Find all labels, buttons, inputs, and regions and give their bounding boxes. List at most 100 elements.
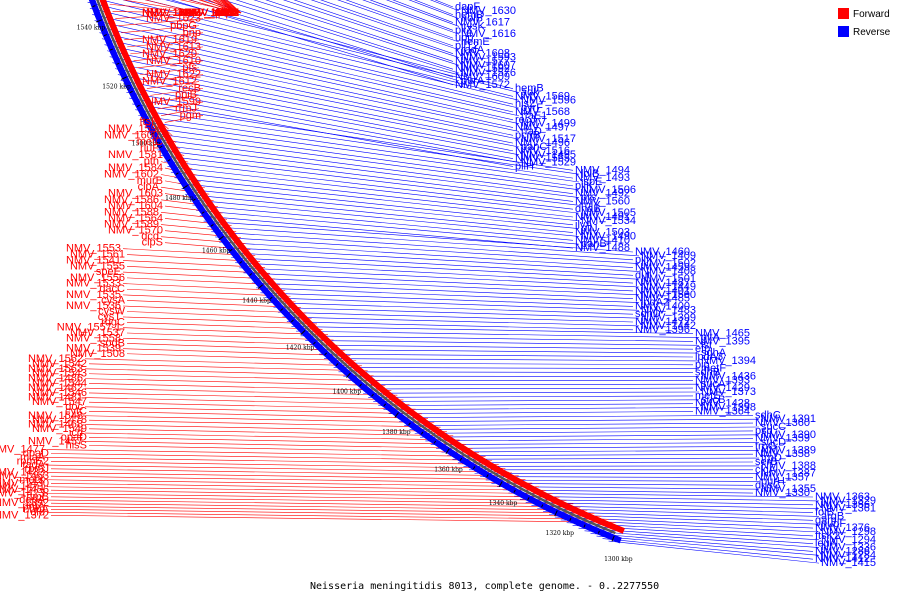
reverse-gene-label: rplY [581, 199, 601, 211]
forward-strand-features [99, 0, 625, 534]
forward-gene-label-line [122, 316, 318, 325]
forward-gene-label-line [146, 81, 200, 89]
reverse-gene-label-line [227, 252, 634, 276]
axis-tick [121, 76, 127, 80]
forward-gene-label-line [157, 101, 204, 110]
forward-gene-label: NMV_1635 [146, 7, 201, 19]
reverse-gene-label-line [446, 453, 754, 457]
forward-gene-label: NMV_1620 [142, 48, 197, 60]
forward-gene-label-line [126, 343, 345, 351]
reverse-gene-label-line [87, 1, 514, 105]
reverse-gene-label-line [123, 86, 514, 159]
forward-gene-label-line [84, 378, 386, 386]
forward-leader-lines [46, 0, 616, 523]
forward-gene-label-line [84, 432, 460, 441]
reverse-gene-label-line [92, 14, 514, 113]
axis-minor-tick [269, 296, 273, 300]
forward-gene-label: dapA [19, 494, 45, 506]
legend-forward-swatch [838, 8, 849, 19]
reverse-gene-label: NMV_1460 [635, 246, 690, 258]
forward-gene-label: NMV_1533 [66, 278, 121, 290]
forward-gene-label-line [46, 506, 595, 514]
axis-minor-tick [597, 530, 600, 534]
axis-tick-label: 1500 kbp [132, 140, 161, 147]
forward-gene-label-line [122, 305, 307, 314]
forward-gene-label: dcd [141, 231, 159, 243]
reverse-gene-label: NMV_1592 [455, 63, 510, 75]
forward-gene-label: rpmE2 [17, 455, 49, 467]
forward-gene-label: recB [178, 82, 201, 94]
forward-gene-label-line [126, 300, 301, 308]
reverse-gene-label-line [537, 508, 820, 517]
forward-gene-label: pbpG [170, 20, 197, 32]
forward-gene-label-line [126, 332, 334, 341]
reverse-gene-label: panB [581, 238, 607, 250]
forward-gene-label: NMV_1536 [66, 300, 121, 312]
reverse-gene-label: NMV_1491 [575, 211, 630, 223]
axis-tick [445, 448, 450, 455]
forward-gene-label-line [88, 383, 392, 391]
reverse-gene-label-line [235, 262, 634, 284]
reverse-gene-label-line [207, 226, 640, 257]
reverse-gene-label-line [362, 0, 460, 35]
reverse-gene-label: NMV_1472 [635, 316, 690, 328]
axis-minor-tick [513, 489, 516, 493]
forward-gene-label: rpmJ [25, 463, 49, 475]
legend-reverse-swatch [838, 26, 849, 37]
reverse-gene-label: NMV_1485 [635, 293, 690, 305]
reverse-gene-label-line [170, 171, 574, 218]
reverse-gene-label: recJ [515, 114, 536, 126]
reverse-gene-label-line [174, 177, 580, 222]
reverse-gene-label-line [320, 0, 454, 47]
forward-gene-label: NMV_1547 [32, 396, 87, 408]
reverse-gene-label: NMV_1398 [701, 402, 756, 414]
reverse-gene-label-line [117, 74, 514, 152]
axis-minor-tick [103, 34, 107, 37]
forward-gene-label-line [198, 0, 242, 14]
axis-minor-tick [569, 517, 572, 522]
forward-gene-label-line [109, 3, 200, 14]
forward-gene-label: NMV_1647 [180, 7, 235, 19]
forward-gene-label-line [188, 0, 238, 14]
forward-gene-label-line [118, 18, 204, 26]
axis-minor-tick [359, 383, 362, 387]
forward-gene-label: NMV_1563 [28, 363, 83, 375]
reverse-gene-label-line [514, 495, 820, 502]
reverse-gene-label: NMV_1465 [695, 328, 750, 340]
axis-tick [554, 510, 558, 517]
reverse-gene-label-line [295, 330, 700, 338]
reverse-gene-label: NMV_1286 [815, 545, 870, 557]
reverse-gene-label-line [177, 182, 574, 226]
forward-gene-label-line [50, 514, 616, 523]
reverse-gene-label: gam [815, 514, 836, 526]
reverse-gene-label: cysK [461, 20, 486, 32]
axis-tick [182, 184, 188, 190]
axis-minor-tick [541, 504, 544, 508]
reverse-gene-label: NMV_1568 [515, 106, 570, 118]
axis-minor-tick [280, 308, 284, 311]
forward-gene-label-line [84, 406, 422, 415]
forward-gene-label: clpA [138, 181, 160, 193]
reverse-gene-label: sdhB [695, 367, 720, 379]
forward-gene-label: NMV_1392 [0, 497, 49, 509]
forward-gene-label: nhhA [23, 503, 49, 515]
forward-gene-label: NMV_1654 [184, 7, 239, 19]
reverse-gene-label-line [358, 387, 694, 390]
reverse-gene-label-line [338, 371, 694, 373]
reverse-gene-label-line [452, 457, 760, 460]
axis-minor-tick [290, 319, 294, 323]
forward-gene-label: NMV_1588 [104, 206, 159, 218]
axis-minor-tick [239, 261, 243, 264]
reverse-gene-label: NMV_1607 [461, 59, 516, 71]
forward-gene-label-line [124, 32, 204, 41]
forward-gene-label-line [84, 397, 410, 405]
reverse-gene-label-line [345, 0, 454, 39]
reverse-gene-label-line [277, 311, 634, 323]
forward-gene-label-line [46, 449, 486, 457]
reverse-gene-label: rfaD [521, 125, 542, 137]
forward-gene-label-line [46, 493, 567, 501]
reverse-gene-label-line [215, 236, 640, 264]
reverse-gene-label-line [596, 535, 820, 556]
reverse-gene-label: pcnB [515, 129, 540, 141]
